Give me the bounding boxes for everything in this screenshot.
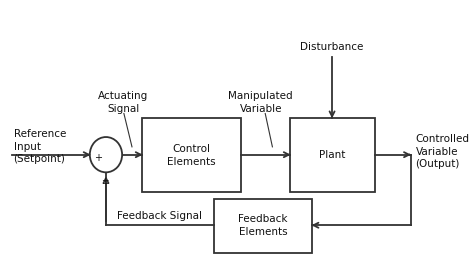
Text: Reference
Input
(Setpoint): Reference Input (Setpoint) (14, 130, 66, 164)
Text: Manipulated
Variable: Manipulated Variable (228, 91, 293, 113)
Text: Controlled
Variable
(Output): Controlled Variable (Output) (416, 134, 470, 169)
Text: ±: ± (100, 177, 108, 186)
Text: Feedback
Elements: Feedback Elements (238, 214, 288, 237)
Bar (214, 199, 312, 253)
Text: Plant: Plant (319, 150, 346, 160)
Text: Control
Elements: Control Elements (167, 143, 216, 167)
Text: Disturbance: Disturbance (301, 42, 364, 52)
Text: Feedback Signal: Feedback Signal (117, 211, 202, 221)
Text: Actuating
Signal: Actuating Signal (98, 91, 148, 113)
Text: +: + (94, 153, 102, 163)
Bar (142, 118, 240, 192)
Circle shape (90, 137, 122, 172)
Bar (290, 118, 375, 192)
